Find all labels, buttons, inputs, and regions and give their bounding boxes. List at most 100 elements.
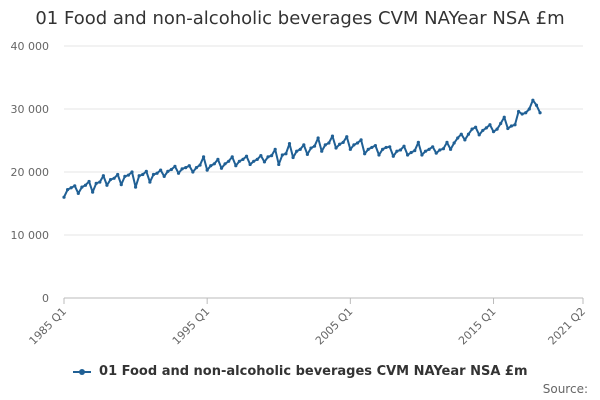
data-point[interactable]	[69, 186, 73, 190]
data-point[interactable]	[234, 164, 238, 168]
data-point[interactable]	[116, 172, 120, 177]
data-point[interactable]	[380, 147, 385, 151]
data-point[interactable]	[316, 136, 320, 140]
data-point[interactable]	[338, 142, 342, 146]
data-point[interactable]	[255, 157, 259, 161]
data-point[interactable]	[427, 147, 431, 151]
data-point[interactable]	[370, 145, 374, 150]
data-point[interactable]	[173, 164, 177, 168]
data-point[interactable]	[162, 174, 166, 179]
data-point[interactable]	[488, 123, 492, 127]
data-point[interactable]	[438, 148, 442, 152]
data-point[interactable]	[305, 152, 309, 156]
data-point[interactable]	[169, 167, 173, 172]
data-point[interactable]	[509, 124, 514, 128]
data-point[interactable]	[502, 115, 506, 119]
data-point[interactable]	[391, 154, 395, 158]
data-point[interactable]	[312, 144, 317, 148]
data-point[interactable]	[295, 149, 299, 153]
data-point[interactable]	[248, 162, 252, 167]
data-point[interactable]	[345, 135, 349, 139]
data-point[interactable]	[538, 111, 542, 115]
data-point[interactable]	[141, 172, 145, 177]
data-point[interactable]	[373, 143, 377, 148]
data-point[interactable]	[531, 98, 535, 102]
data-point[interactable]	[406, 153, 410, 157]
data-point[interactable]	[191, 170, 195, 174]
data-point[interactable]	[484, 126, 488, 130]
data-point[interactable]	[348, 147, 352, 151]
data-point[interactable]	[474, 125, 478, 129]
data-point[interactable]	[262, 160, 267, 164]
data-point[interactable]	[212, 162, 216, 166]
data-point[interactable]	[452, 141, 456, 145]
data-point[interactable]	[65, 188, 70, 192]
data-point[interactable]	[133, 185, 138, 189]
data-point[interactable]	[180, 167, 184, 171]
data-point[interactable]	[176, 171, 181, 175]
data-point[interactable]	[323, 143, 327, 147]
data-point[interactable]	[516, 109, 521, 114]
data-point[interactable]	[341, 140, 345, 144]
data-point[interactable]	[334, 146, 338, 150]
data-point[interactable]	[409, 150, 413, 155]
data-point[interactable]	[94, 181, 98, 185]
data-point[interactable]	[130, 170, 134, 174]
data-point[interactable]	[302, 143, 306, 147]
data-point[interactable]	[198, 163, 202, 167]
data-point[interactable]	[227, 159, 231, 163]
data-point[interactable]	[459, 132, 463, 136]
data-point[interactable]	[388, 145, 392, 149]
data-point[interactable]	[216, 157, 220, 161]
data-point[interactable]	[148, 180, 152, 184]
data-point[interactable]	[384, 145, 388, 150]
data-point[interactable]	[98, 180, 102, 184]
data-point[interactable]	[101, 174, 105, 178]
legend[interactable]: 01 Food and non-alcoholic beverages CVM …	[0, 364, 600, 379]
data-point[interactable]	[201, 155, 206, 159]
data-point[interactable]	[230, 155, 234, 159]
data-point[interactable]	[355, 141, 360, 145]
data-point[interactable]	[466, 132, 471, 136]
data-point[interactable]	[327, 141, 331, 145]
data-point[interactable]	[184, 165, 188, 170]
data-point[interactable]	[499, 121, 503, 126]
data-point[interactable]	[363, 152, 367, 156]
data-point[interactable]	[273, 147, 277, 151]
data-point[interactable]	[76, 191, 80, 196]
data-point[interactable]	[491, 130, 496, 134]
data-point[interactable]	[144, 169, 148, 173]
data-point[interactable]	[223, 162, 227, 166]
data-point[interactable]	[520, 112, 524, 116]
data-point[interactable]	[330, 134, 335, 138]
data-point[interactable]	[506, 126, 510, 131]
data-point[interactable]	[309, 146, 313, 150]
data-point[interactable]	[402, 144, 406, 148]
data-point[interactable]	[456, 136, 460, 140]
data-point[interactable]	[423, 149, 428, 153]
data-point[interactable]	[413, 148, 417, 153]
data-point[interactable]	[159, 168, 163, 172]
data-point[interactable]	[291, 155, 295, 160]
data-point[interactable]	[244, 154, 249, 158]
data-point[interactable]	[477, 133, 481, 137]
data-point[interactable]	[359, 138, 363, 142]
data-point[interactable]	[534, 103, 539, 107]
data-point[interactable]	[119, 183, 123, 187]
data-point[interactable]	[445, 140, 449, 144]
data-point[interactable]	[448, 147, 453, 151]
data-point[interactable]	[252, 159, 256, 163]
data-point[interactable]	[62, 195, 66, 199]
data-point[interactable]	[166, 169, 170, 173]
data-point[interactable]	[87, 179, 91, 184]
data-point[interactable]	[481, 128, 485, 133]
data-point[interactable]	[395, 149, 399, 153]
data-point[interactable]	[431, 145, 435, 149]
data-point[interactable]	[420, 153, 424, 157]
data-point[interactable]	[470, 127, 474, 131]
data-point[interactable]	[209, 164, 213, 168]
data-point[interactable]	[513, 123, 517, 127]
data-point[interactable]	[112, 176, 116, 180]
data-point[interactable]	[194, 165, 199, 170]
data-point[interactable]	[495, 127, 499, 131]
